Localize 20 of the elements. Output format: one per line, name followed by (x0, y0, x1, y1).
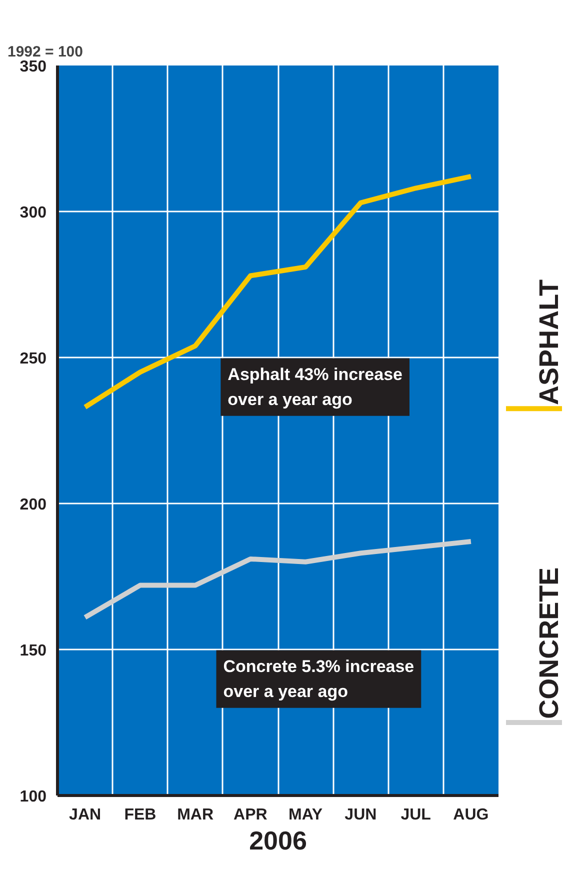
x-tick-label: AUG (453, 806, 489, 824)
text: ASPHALT (534, 278, 564, 405)
annotation: Asphalt 43% increase over a year ago (228, 365, 402, 409)
y-tick-label: 150 (20, 642, 47, 660)
x-tick-label: JAN (69, 806, 102, 824)
x-tick-label: MAY (288, 806, 323, 824)
y-tick-label: 350 (20, 58, 47, 76)
x-tick-label: FEB (124, 806, 156, 824)
x-tick-label: JUN (344, 806, 377, 824)
x-axis-title: 2006 (249, 826, 307, 856)
text: CONCRETE (534, 567, 564, 719)
annotation: Concrete 5.3% increase over a year ago (223, 657, 414, 701)
y-tick-label: 100 (20, 788, 47, 806)
x-tick-label: APR (234, 806, 268, 824)
x-tick-label: MAR (177, 806, 214, 824)
y-tick-label: 250 (20, 350, 47, 368)
y-tick-label: 300 (20, 204, 47, 222)
y-axis-title: 1992 = 100 (8, 44, 83, 60)
y-tick-label: 200 (20, 496, 47, 514)
x-tick-label: JUL (400, 806, 432, 824)
